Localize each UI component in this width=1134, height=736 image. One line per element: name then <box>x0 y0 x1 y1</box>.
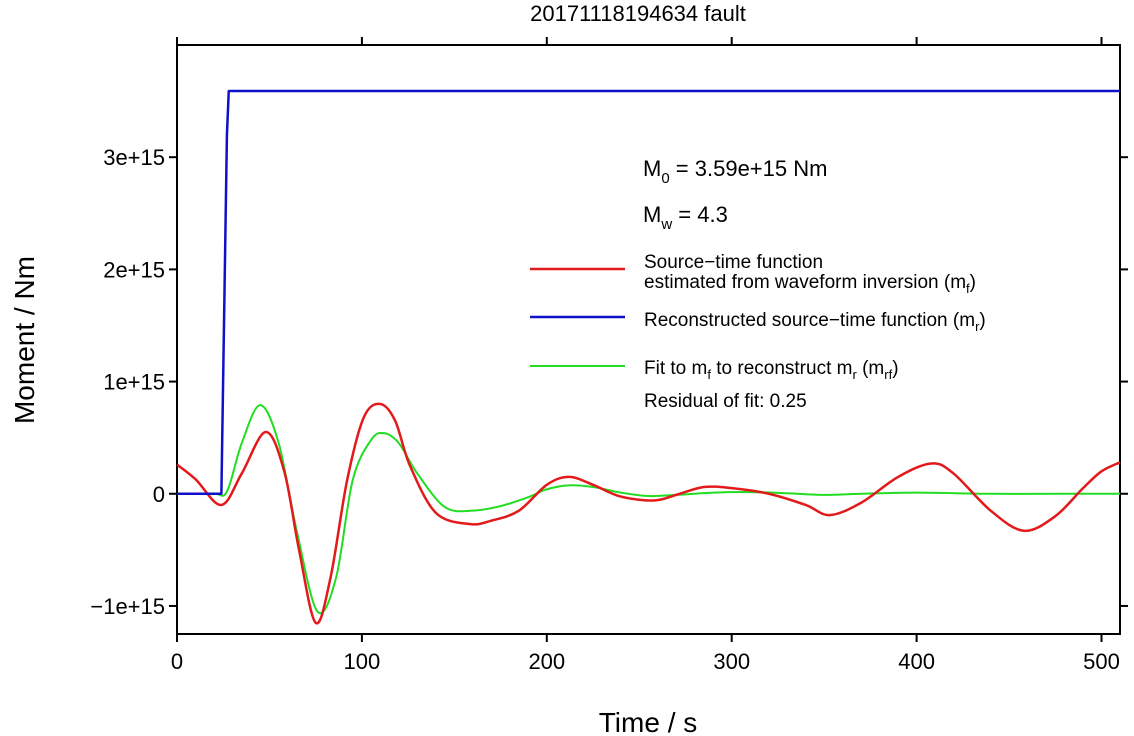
legend-label-red-line2: estimated from waveform inversion (mf) <box>644 272 976 296</box>
y-tick-label: 3e+15 <box>103 145 165 170</box>
legend-label-green: Fit to mf to reconstruct mr (mrf) <box>644 358 899 382</box>
x-tick-label: 400 <box>898 649 935 674</box>
y-axis-title: Moment / Nm <box>9 256 40 424</box>
source-time-function-line <box>176 402 1121 625</box>
x-axis-title: Time / s <box>599 707 698 736</box>
plot-frame <box>176 44 1121 635</box>
y-tick-label: 2e+15 <box>103 257 165 282</box>
mw-annotation: Mw = 4.3 <box>643 202 728 233</box>
series-lines <box>176 89 1121 625</box>
x-tick-label: 200 <box>528 649 565 674</box>
fit-line <box>176 404 1120 615</box>
residual-annotation: Residual of fit: 0.25 <box>644 391 807 412</box>
legend-label-red-line1: Source−time function <box>644 252 823 273</box>
x-tick-label: 0 <box>171 649 183 674</box>
y-tick-label: 0 <box>153 482 165 507</box>
y-tick-label: −1e+15 <box>90 594 165 619</box>
reconstructed-stf-line <box>177 89 1120 496</box>
axis-ticks: 0 100 200 300 400 500 −1e+15 0 1e+15 2e+15 3e+15 <box>90 37 1128 674</box>
m0-annotation: M0 = 3.59e+15 Nm <box>643 156 827 187</box>
legend: Source−time function estimated from wave… <box>530 252 986 412</box>
y-tick-label: 1e+15 <box>103 370 165 395</box>
x-tick-label: 500 <box>1083 649 1120 674</box>
chart-title: 20171118194634 fault <box>530 1 746 26</box>
legend-label-blue: Reconstructed source−time function (mr) <box>644 310 986 334</box>
x-tick-label: 300 <box>713 649 750 674</box>
x-tick-label: 100 <box>344 649 381 674</box>
